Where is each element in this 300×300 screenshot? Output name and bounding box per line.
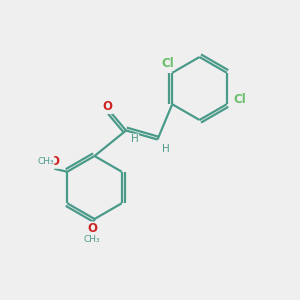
Text: O: O	[102, 100, 112, 113]
Text: CH₃: CH₃	[37, 157, 54, 166]
Text: CH₃: CH₃	[84, 236, 100, 244]
Text: O: O	[87, 222, 97, 236]
Text: O: O	[49, 155, 59, 168]
Text: Cl: Cl	[233, 93, 246, 106]
Text: Cl: Cl	[161, 57, 174, 70]
Text: H: H	[130, 134, 138, 145]
Text: H: H	[162, 143, 170, 154]
